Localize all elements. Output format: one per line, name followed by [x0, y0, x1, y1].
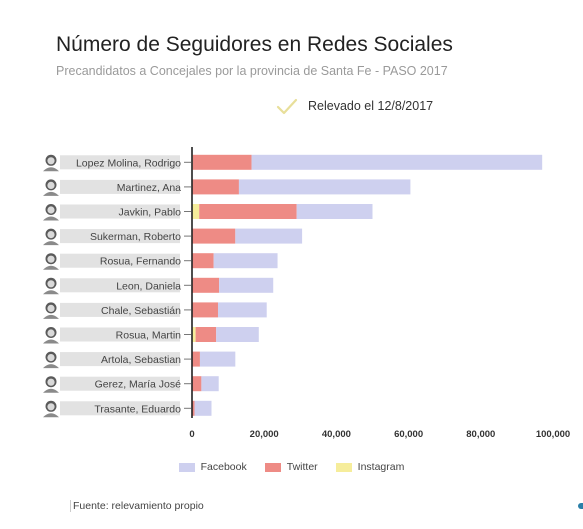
chart-subtitle: Precandidatos a Concejales por la provin…	[56, 64, 448, 78]
x-tick-label: 100,000	[536, 429, 570, 440]
row-label-band	[60, 155, 180, 170]
candidate-avatar-icon	[43, 327, 59, 344]
survey-date-note: Relevado el 12/8/2017	[276, 96, 433, 116]
candidate-avatar-icon	[43, 302, 59, 319]
legend-item-facebook: Facebook	[178, 461, 247, 473]
legend-swatch-instagram	[335, 462, 352, 472]
category-label: Rosua, Martin	[116, 330, 182, 342]
candidate-avatar-icon	[43, 179, 59, 196]
row-label-band	[60, 376, 180, 391]
chart-title: Número de Seguidores en Redes Sociales	[56, 33, 453, 56]
category-label: Gerez, María José	[95, 379, 182, 391]
legend-label-instagram: Instagram	[357, 461, 405, 473]
candidate-avatar-icon	[43, 154, 59, 172]
bar-twitter-lopez-molina-rodrigo	[192, 154, 252, 170]
bar-twitter-gerez-maria-jose	[192, 376, 202, 392]
bar-instagram-javkin-pablo	[192, 204, 200, 219]
candidate-avatar-icon	[43, 204, 59, 221]
category-label: Artola, Sebastian	[101, 354, 181, 366]
category-label: Martinez, Ana	[117, 182, 181, 194]
source-note: Fuente: relevamiento propio	[70, 500, 204, 512]
bar-facebook-chale-sebastian	[217, 302, 267, 318]
survey-date-text: Relevado el 12/8/2017	[308, 99, 434, 113]
row-label-band	[60, 302, 180, 317]
candidate-avatar-icon	[43, 351, 59, 369]
bar-twitter-leon-daniela	[192, 277, 220, 293]
category-label: Chale, Sebastián	[101, 305, 181, 317]
category-label: Lopez Molina, Rodrigo	[76, 157, 181, 169]
check-icon	[276, 98, 298, 115]
x-tick-label: 20,000	[250, 429, 279, 440]
bar-twitter-rosua-fernando	[192, 253, 214, 269]
bar-instagram-rosua-martin	[192, 327, 196, 342]
candidate-avatar-icon	[43, 376, 59, 393]
bar-facebook-sukerman-roberto	[235, 228, 303, 244]
legend-swatch-twitter	[264, 462, 281, 472]
x-tick-label: 80,000	[466, 429, 495, 440]
row-label-band	[60, 229, 180, 244]
row-label-band	[60, 278, 180, 293]
bar-facebook-martinez-ana	[238, 179, 411, 195]
row-label-band	[60, 352, 180, 367]
bar-facebook-artola-sebastian	[199, 351, 236, 367]
row-label-band	[60, 401, 180, 416]
candidate-avatar-icon	[43, 400, 59, 418]
category-label: Leon, Daniela	[116, 280, 181, 292]
edge-marker	[578, 503, 583, 509]
chart-legend: Facebook Twitter Instagram	[0, 461, 583, 473]
legend-item-instagram: Instagram	[335, 461, 405, 473]
candidate-avatar-icon	[43, 277, 59, 295]
row-label-band	[60, 179, 180, 194]
bar-twitter-martinez-ana	[192, 179, 239, 195]
bar-facebook-gerez-maria-jose	[201, 376, 219, 392]
legend-label-twitter: Twitter	[286, 461, 318, 473]
bar-facebook-leon-daniela	[219, 277, 274, 293]
bar-facebook-rosua-martin	[216, 327, 259, 342]
category-label: Sukerman, Roberto	[90, 231, 181, 243]
bar-twitter-artola-sebastian	[192, 351, 200, 367]
x-tick-label: 60,000	[394, 429, 423, 440]
x-tick-label: 40,000	[322, 429, 351, 440]
candidate-avatar-icon	[43, 228, 59, 246]
legend-item-twitter: Twitter	[264, 461, 318, 473]
category-label: Javkin, Pablo	[119, 207, 182, 219]
bar-twitter-rosua-martin	[195, 327, 217, 342]
candidate-avatar-icon	[43, 253, 59, 270]
legend-swatch-facebook	[178, 462, 195, 472]
bar-twitter-javkin-pablo	[199, 204, 297, 219]
x-tick-label: 0	[189, 429, 194, 440]
bar-twitter-sukerman-roberto	[192, 228, 236, 244]
category-label: Rosua, Fernando	[100, 256, 181, 268]
row-label-band	[60, 327, 180, 342]
bar-twitter-chale-sebastian	[192, 302, 218, 318]
bar-twitter-trasante-eduardo	[192, 400, 195, 416]
bar-facebook-javkin-pablo	[296, 204, 373, 219]
bar-facebook-trasante-eduardo	[194, 400, 212, 416]
row-label-band	[60, 253, 180, 268]
category-label: Trasante, Eduardo	[94, 403, 181, 415]
bar-facebook-lopez-molina-rodrigo	[251, 154, 543, 170]
row-label-band	[60, 204, 180, 219]
bar-facebook-rosua-fernando	[213, 253, 278, 269]
legend-label-facebook: Facebook	[200, 461, 247, 473]
